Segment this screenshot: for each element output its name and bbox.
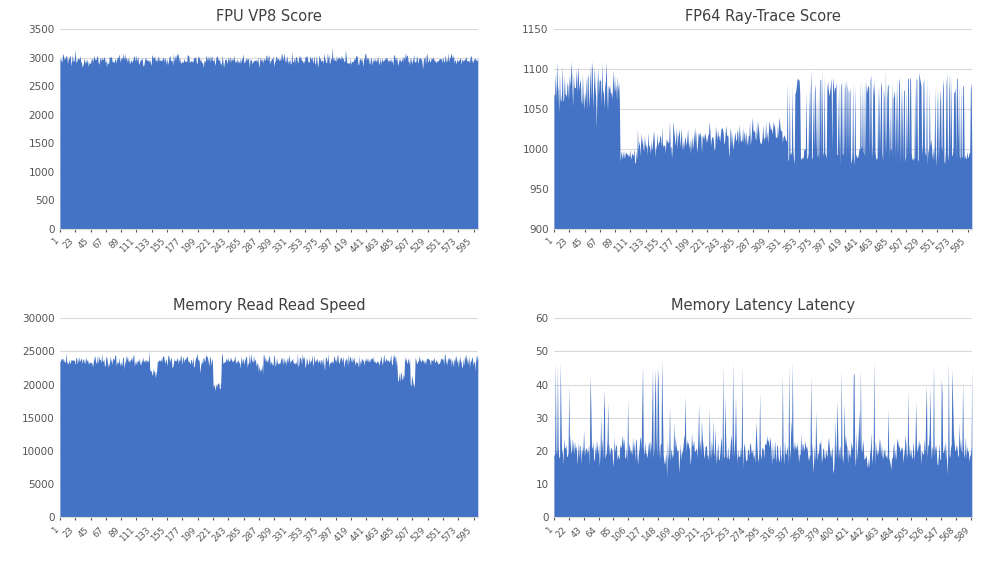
Title: FP64 Ray-Trace Score: FP64 Ray-Trace Score	[684, 9, 841, 24]
Title: FPU VP8 Score: FPU VP8 Score	[216, 9, 321, 24]
Title: Memory Latency Latency: Memory Latency Latency	[671, 298, 855, 313]
Title: Memory Read Read Speed: Memory Read Read Speed	[173, 298, 365, 313]
